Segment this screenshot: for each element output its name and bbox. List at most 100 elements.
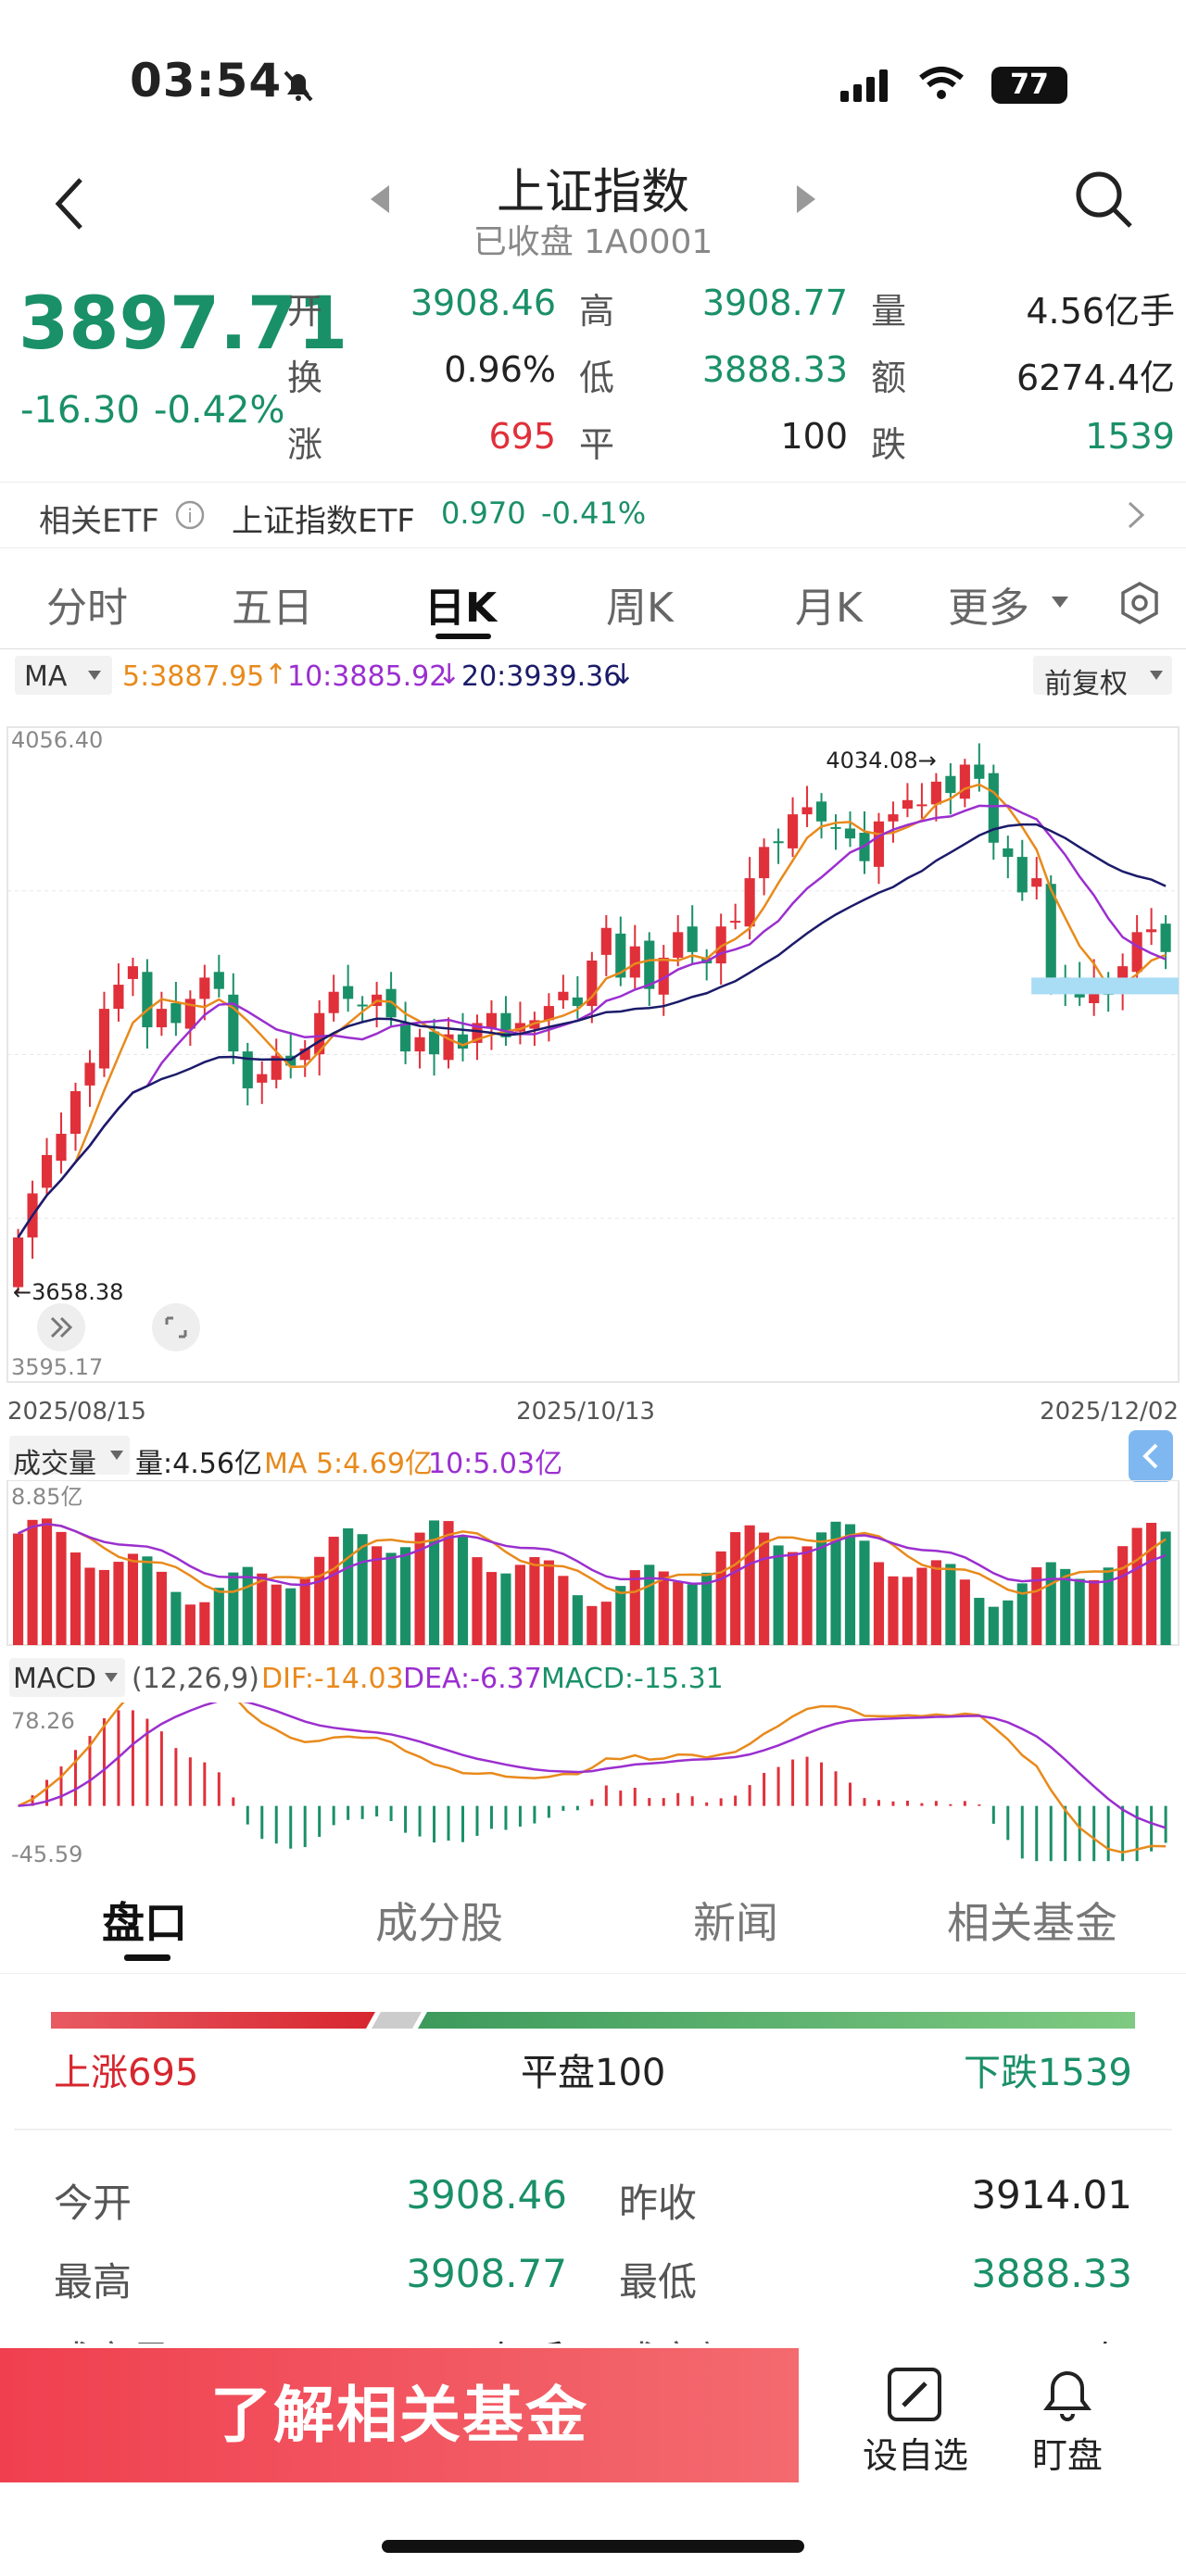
volume-chart[interactable]: 8.85亿	[0, 1480, 1186, 1647]
volume-y-max: 8.85亿	[11, 1484, 82, 1510]
volume-bar	[974, 1597, 985, 1645]
macd-chart[interactable]: 78.26 -45.59	[0, 1703, 1186, 1869]
macd-selector[interactable]: MACD	[9, 1658, 125, 1697]
tab-weekly-k[interactable]: 周K	[606, 584, 674, 632]
volume-bar	[27, 1519, 38, 1645]
tab-five-day[interactable]: 五日	[232, 584, 313, 632]
candle-body	[69, 1091, 82, 1135]
quote-label: 跌	[871, 424, 907, 465]
related-etf-bar[interactable]: 相关ETF i 上证指数ETF 0.970 -0.41%	[0, 482, 1186, 548]
tab-related-funds[interactable]: 相关基金	[947, 1898, 1117, 1948]
search-icon[interactable]	[1073, 169, 1136, 232]
candle-body	[1016, 857, 1028, 893]
candle-body	[844, 828, 856, 839]
home-indicator	[382, 2540, 804, 2553]
candle-body	[1146, 929, 1157, 933]
tab-constituents[interactable]: 成分股	[375, 1898, 503, 1948]
expand-left-icon[interactable]	[37, 1303, 85, 1351]
volume-bar	[773, 1545, 784, 1645]
candle-body	[773, 841, 784, 844]
tab-intraday[interactable]: 分时	[46, 584, 128, 632]
volume-bar	[529, 1557, 540, 1645]
back-arrow-icon[interactable]	[51, 176, 88, 232]
etf-price: 0.970	[441, 496, 526, 531]
volume-bar	[1003, 1600, 1014, 1645]
next-index-icon[interactable]	[795, 183, 817, 215]
y-axis-max: 4056.40	[11, 727, 103, 753]
quote-label: 高	[579, 291, 615, 332]
learn-funds-button[interactable]: 了解相关基金	[0, 2348, 799, 2482]
stat-label: 昨收	[619, 2180, 698, 2226]
candle-body	[1160, 924, 1171, 952]
volume-bar	[701, 1572, 713, 1645]
macd-dif: DIF:-14.03	[261, 1663, 404, 1695]
volume-bar	[1103, 1567, 1114, 1645]
tab-monthly-k[interactable]: 月K	[795, 584, 863, 632]
volume-bar	[156, 1571, 167, 1645]
volume-bar	[69, 1552, 82, 1645]
edit-watchlist-icon[interactable]	[885, 2365, 944, 2424]
tab-more[interactable]: 更多	[948, 584, 1029, 632]
quote-value: 6274.4亿	[1016, 358, 1175, 398]
volume-bar	[314, 1556, 325, 1645]
price-zone	[1031, 977, 1179, 995]
volume-bar	[744, 1525, 755, 1645]
ma-selector[interactable]: MA	[15, 656, 112, 695]
volume-bar	[457, 1536, 469, 1645]
candle-body	[271, 1055, 282, 1080]
volume-selector[interactable]: 成交量	[9, 1436, 130, 1480]
volume-bar	[1089, 1579, 1100, 1645]
prev-index-icon[interactable]	[369, 183, 391, 215]
candle-body	[673, 932, 684, 958]
volume-bar	[1045, 1562, 1056, 1645]
volume-bar	[343, 1528, 354, 1645]
macd-value: MACD:-15.31	[541, 1663, 724, 1695]
ma10-down-arrow-icon: ↓	[437, 659, 461, 691]
volume-bar	[500, 1573, 511, 1645]
divider	[14, 2129, 1172, 2130]
settings-hexagon-icon[interactable]	[1117, 580, 1163, 626]
volume-value: 量:4.56亿	[135, 1448, 262, 1480]
volume-bar	[873, 1562, 885, 1645]
candle-body	[873, 821, 885, 867]
tab-news[interactable]: 新闻	[693, 1898, 778, 1948]
volume-legend: 成交量 量:4.56亿 MA 5:4.69亿 10:5.03亿	[9, 1430, 1177, 1482]
volume-bar	[142, 1556, 153, 1645]
bell-alert-icon[interactable]	[1038, 2364, 1097, 2425]
fullscreen-icon[interactable]	[152, 1303, 200, 1351]
candle-body	[213, 972, 224, 989]
volume-bar	[572, 1595, 583, 1645]
adjust-selector[interactable]: 前复权	[1033, 656, 1172, 700]
candlestick-chart[interactable]: 4056.40 3595.17 4034.08→ ←3658.38 2025/08/15…	[0, 704, 1186, 1426]
stat-value: 3908.77	[406, 2251, 567, 2296]
breadth-bar	[51, 2012, 1135, 2029]
volume-bar	[1146, 1523, 1157, 1645]
volume-bar	[372, 1546, 383, 1645]
candle-body	[170, 1002, 182, 1024]
candle-body	[400, 1023, 411, 1052]
tab-daily-k[interactable]: 日K	[424, 584, 498, 632]
volume-bar	[859, 1540, 870, 1645]
tab-order-book[interactable]: 盘口	[102, 1898, 187, 1948]
quote-label: 开	[287, 291, 323, 332]
candle-body	[587, 961, 598, 1007]
collapse-chevron-icon[interactable]	[1129, 1430, 1173, 1482]
candle-body	[815, 801, 827, 822]
volume-bar	[888, 1576, 899, 1645]
candle-body	[457, 1034, 469, 1049]
candle-body	[228, 994, 239, 1052]
info-icon[interactable]: i	[174, 499, 206, 531]
quote-value: 0.96%	[444, 349, 556, 390]
candle-body	[314, 1012, 325, 1055]
volume-bar	[1060, 1568, 1071, 1645]
candle-body	[443, 1034, 454, 1061]
volume-bar	[285, 1588, 296, 1645]
candle-body	[199, 977, 210, 999]
candle-body	[1003, 848, 1014, 858]
quote-value: 695	[488, 416, 556, 457]
candle-body	[974, 764, 985, 779]
add-watchlist-label[interactable]: 设自选	[862, 2435, 968, 2476]
dif-line	[18, 1703, 1167, 1854]
watch-label[interactable]: 盯盘	[1031, 2435, 1103, 2476]
volume-bar	[385, 1552, 397, 1645]
